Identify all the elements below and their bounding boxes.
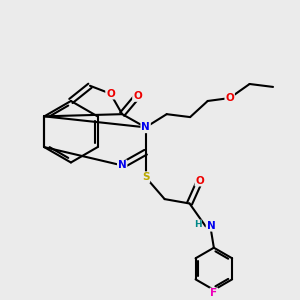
Text: O: O	[106, 89, 115, 99]
Text: N: N	[141, 122, 150, 132]
Text: O: O	[133, 91, 142, 101]
Text: F: F	[210, 288, 218, 298]
Text: H: H	[194, 220, 201, 230]
Text: N: N	[207, 221, 215, 231]
Text: O: O	[195, 176, 204, 186]
Text: S: S	[142, 172, 149, 182]
Text: N: N	[118, 160, 127, 170]
Text: O: O	[225, 93, 234, 103]
